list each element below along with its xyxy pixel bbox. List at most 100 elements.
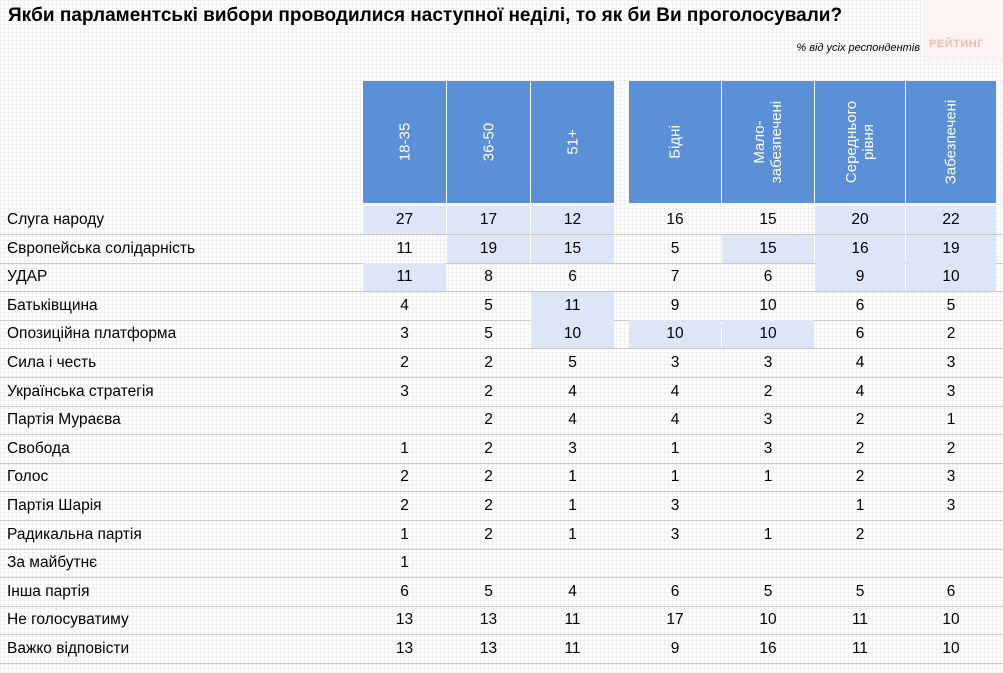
value-cell: 17 — [447, 206, 530, 234]
value-cell: 1 — [400, 525, 409, 543]
value-cell: 2 — [484, 468, 493, 486]
value-cell: 3 — [946, 354, 956, 371]
column-header: 36-50 — [447, 81, 530, 203]
column-header-label: 18-35 — [396, 122, 413, 162]
value-cell: 11 — [851, 611, 869, 629]
value-cell: 5 — [946, 296, 956, 314]
row-label: Партія Мураєва — [7, 411, 121, 429]
table-row: Не голосуватиму 13 13 11 17 10 11 10 — [0, 606, 1003, 636]
value-cell: 5 — [763, 582, 773, 600]
value-cell: 2 — [855, 468, 865, 486]
value-cell: 10 — [722, 320, 814, 349]
value-cell: 1 — [763, 525, 773, 543]
table-row: Партія Мураєва 2 4 4 3 2 1 — [0, 406, 1003, 436]
row-label: Свобода — [7, 439, 70, 457]
value-cell: 2 — [400, 354, 409, 371]
row-label: Батьківщина — [7, 296, 98, 314]
table-row: За майбутнє 1 — [0, 549, 1003, 579]
value-cell: 3 — [400, 325, 409, 343]
value-cell: 1 — [568, 497, 577, 514]
value-cell: 3 — [946, 468, 956, 486]
value-cell: 3 — [946, 497, 956, 514]
value-cell: 3 — [946, 382, 956, 400]
value-cell: 11 — [363, 263, 446, 292]
value-cell: 10 — [942, 611, 960, 629]
value-cell: 3 — [670, 354, 680, 371]
value-cell: 1 — [400, 439, 409, 457]
column-header: 51+ — [531, 81, 614, 203]
value-cell: 3 — [400, 382, 409, 400]
table-row: Українська стратегія 3 2 4 4 2 4 3 — [0, 378, 1003, 407]
value-cell: 1 — [670, 468, 680, 486]
value-cell: 9 — [670, 296, 680, 314]
subtitle: % від усіх респондентів — [796, 42, 920, 54]
value-cell: 11 — [396, 239, 413, 257]
value-cell: 13 — [395, 611, 414, 629]
value-cell: 2 — [855, 439, 865, 457]
value-cell: 22 — [906, 206, 996, 234]
value-cell: 10 — [531, 320, 614, 349]
logo-text: РЕЙТИНГ — [929, 38, 984, 50]
value-cell: 5 — [855, 582, 865, 600]
table-row: Радикальна партія 1 2 1 3 1 2 — [0, 521, 1003, 550]
value-cell: 19 — [447, 234, 530, 263]
value-cell: 6 — [946, 582, 956, 600]
row-label: Радикальна партія — [7, 525, 142, 543]
value-cell: 2 — [855, 411, 865, 429]
row-label: Голос — [7, 468, 49, 486]
value-cell: 1 — [855, 497, 865, 514]
value-cell: 15 — [531, 234, 614, 263]
page-title: Якби парламентські вибори проводилися на… — [8, 5, 843, 26]
column-header-label: Мало- забезпечені — [751, 100, 785, 184]
value-cell: 19 — [906, 234, 996, 263]
value-cell: 5 — [484, 325, 493, 343]
value-cell: 2 — [484, 411, 493, 429]
row-label: Українська стратегія — [7, 382, 154, 400]
value-cell: 9 — [815, 263, 905, 292]
value-cell: 11 — [531, 291, 614, 320]
value-cell: 6 — [568, 268, 577, 286]
value-cell: 6 — [855, 325, 865, 343]
row-label: Опозиційна платформа — [7, 325, 177, 343]
value-cell: 4 — [568, 582, 577, 600]
value-cell — [629, 549, 721, 577]
value-cell: 10 — [906, 263, 996, 292]
value-cell: 2 — [855, 525, 865, 543]
value-cell — [722, 549, 814, 577]
value-cell: 6 — [400, 582, 409, 600]
value-cell: 10 — [759, 611, 777, 629]
value-cell: 10 — [629, 320, 721, 349]
value-cell: 3 — [763, 354, 773, 371]
value-cell: 11 — [851, 640, 869, 657]
row-label: Сила і честь — [7, 354, 97, 371]
value-cell: 13 — [479, 640, 498, 657]
value-cell: 13 — [479, 611, 498, 629]
value-cell: 13 — [395, 640, 414, 657]
row-label: За майбутнє — [7, 554, 98, 572]
table-row: Сила і честь 2 2 5 3 3 4 3 — [0, 349, 1003, 378]
column-header-label: Середнього рівня — [843, 100, 877, 184]
value-cell: 6 — [670, 582, 680, 600]
table-row: Європейська солідарність 11 19 15 5 15 16 19 — [0, 234, 1003, 264]
table-row: Важко відповісти 13 13 11 9 16 11 10 — [0, 635, 1003, 664]
table-row: Партія Шарія 2 2 1 3 1 3 — [0, 492, 1003, 521]
value-cell: 4 — [670, 382, 680, 400]
value-cell: 20 — [815, 206, 905, 234]
value-cell: 2 — [400, 497, 409, 514]
column-header-label: Забезпечені — [942, 99, 960, 185]
value-cell: 2 — [763, 382, 773, 400]
value-cell: 16 — [815, 234, 905, 263]
row-label: Слуга народу — [7, 211, 105, 228]
value-cell: 15 — [759, 211, 777, 228]
value-cell: 7 — [670, 268, 680, 286]
value-cell: 2 — [946, 439, 956, 457]
column-header-label: 51+ — [564, 129, 581, 155]
row-label: УДАР — [7, 268, 48, 286]
table-row: УДАР 11 8 6 7 6 9 10 — [0, 263, 1003, 293]
column-header: Середнього рівня — [815, 81, 905, 203]
value-cell: 5 — [484, 296, 493, 314]
value-cell: 4 — [568, 411, 577, 429]
value-cell: 6 — [855, 296, 865, 314]
column-header-label: Бідні — [666, 125, 684, 159]
column-header-label: 36-50 — [480, 122, 497, 162]
